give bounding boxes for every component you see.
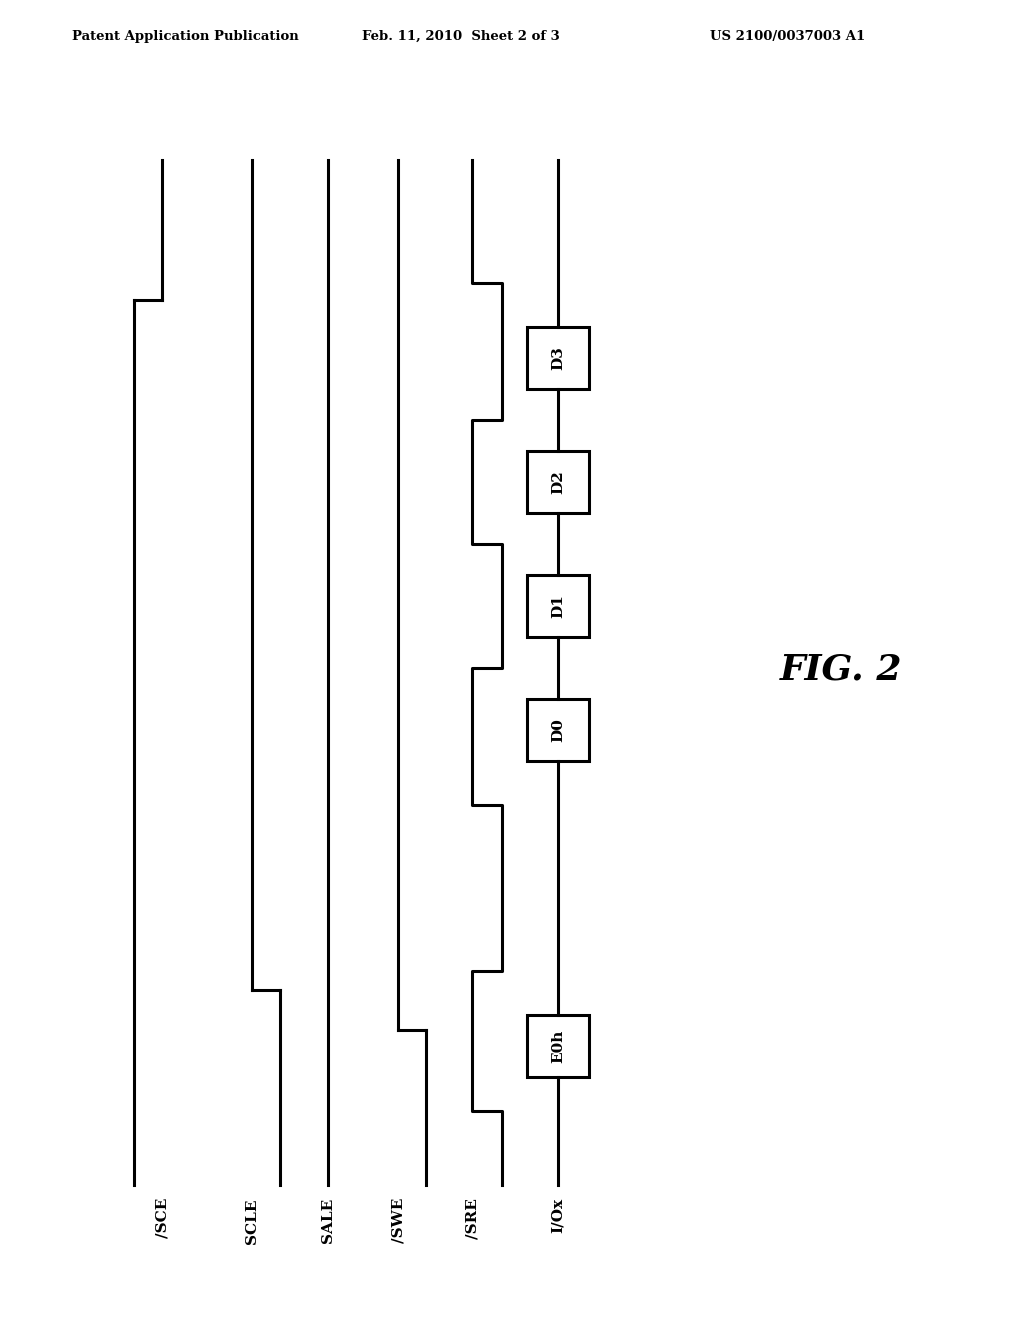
FancyBboxPatch shape — [527, 700, 589, 762]
Text: /SRE: /SRE — [465, 1199, 479, 1239]
Text: I/Ox: I/Ox — [551, 1199, 565, 1233]
Text: Patent Application Publication: Patent Application Publication — [72, 30, 299, 44]
Text: FIG. 2: FIG. 2 — [780, 653, 902, 686]
Text: SCLE: SCLE — [245, 1199, 259, 1243]
Text: D3: D3 — [551, 346, 565, 370]
Text: SALE: SALE — [321, 1199, 335, 1243]
Text: E0h: E0h — [551, 1030, 565, 1063]
Text: US 2100/0037003 A1: US 2100/0037003 A1 — [710, 30, 865, 44]
FancyBboxPatch shape — [527, 451, 589, 513]
Text: D2: D2 — [551, 470, 565, 494]
FancyBboxPatch shape — [527, 1015, 589, 1077]
Text: /SCE: /SCE — [155, 1199, 169, 1238]
Text: D1: D1 — [551, 594, 565, 618]
FancyBboxPatch shape — [527, 576, 589, 638]
Text: /SWE: /SWE — [391, 1199, 406, 1243]
FancyBboxPatch shape — [527, 327, 589, 389]
Text: D0: D0 — [551, 718, 565, 742]
Text: Feb. 11, 2010  Sheet 2 of 3: Feb. 11, 2010 Sheet 2 of 3 — [362, 30, 560, 44]
